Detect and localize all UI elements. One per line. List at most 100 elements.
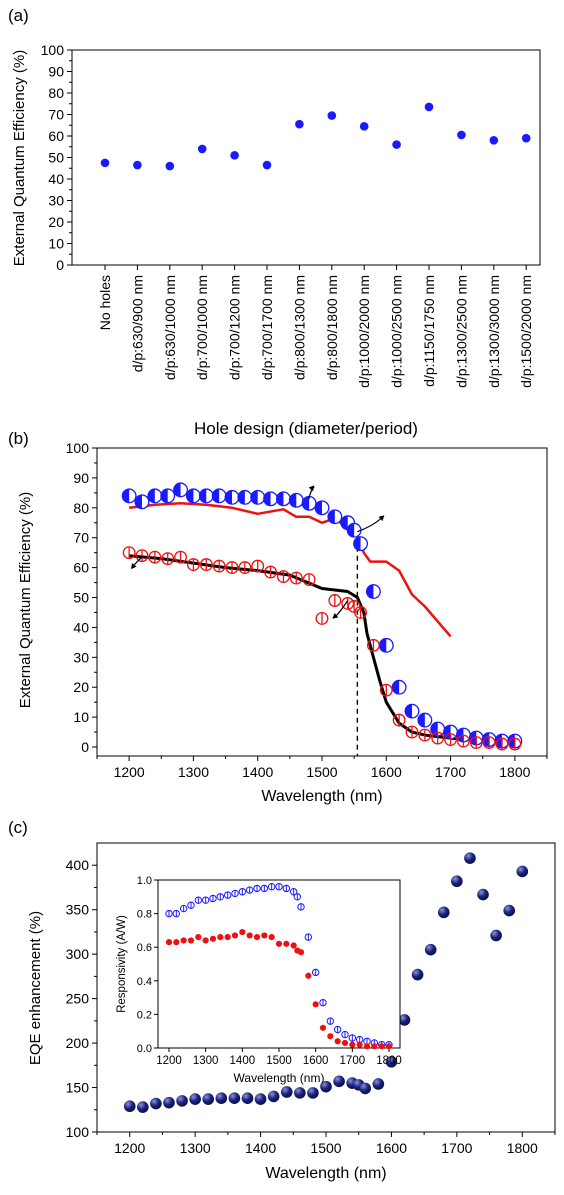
panel-b-marker-blue-fill [276, 492, 284, 506]
panel-a-data-point [457, 130, 466, 140]
inset-marker-blue [245, 886, 254, 894]
panel-b-marker-blue [391, 679, 407, 695]
panel-c-data-point [359, 1082, 372, 1095]
panel-b-marker-red [161, 552, 175, 566]
panel-b-xtick-label: 1400 [242, 764, 273, 780]
panel-b-marker-blue [404, 703, 420, 719]
panel-b-marker-blue-fill [443, 725, 451, 739]
panel-c-data-point [215, 1092, 228, 1105]
panel-c-data-point [516, 865, 529, 878]
panel-c-data-point [320, 1080, 332, 1093]
inset-xtick-label: 1500 [266, 1055, 292, 1067]
inset-marker-red [290, 942, 297, 949]
inset-marker-blue [231, 889, 239, 898]
inset-marker-blue [238, 888, 247, 896]
panel-b-arrow-head [378, 515, 385, 522]
panel-b-marker-blue-fill [353, 536, 361, 551]
panel-b-marker-blue [185, 488, 201, 504]
inset-marker-blue [311, 968, 320, 977]
panel-b-marker-blue [173, 482, 189, 498]
panel-b-marker-blue-fill [379, 638, 387, 653]
panel-a-category-label: d/p:630/1000 nm [162, 275, 178, 380]
panel-b-marker-blue [327, 509, 343, 525]
inset-ylabel: Responsivity (A/W) [116, 915, 128, 1013]
panel-c-data-point [241, 1092, 254, 1105]
panel-c-data-point [254, 1093, 267, 1105]
panel-b-marker-blue-fill [173, 483, 181, 497]
panel-c-data-point [123, 1100, 136, 1113]
inset-marker-red [341, 1039, 349, 1047]
inset-marker-red [224, 934, 231, 941]
panel-b-marker-blue [198, 488, 214, 504]
panel-b-marker-blue [346, 522, 362, 538]
panel-b-marker-blue [314, 500, 330, 516]
inset-xtick-label: 1300 [193, 1055, 219, 1067]
inset-marker-red [305, 972, 312, 979]
panel-a-data-point [521, 133, 531, 143]
inset-marker-blue [172, 909, 181, 918]
panel-b-marker-red [225, 561, 239, 575]
panel-b-arrow-head [308, 485, 315, 492]
panel-b-marker-red [315, 611, 329, 625]
panel-a-category-label: d/p:1000/2000 nm [356, 275, 372, 388]
panel-c-ytick-label: 150 [66, 1080, 90, 1096]
panel-b-arrow-head [131, 563, 137, 570]
panel-b-ytick-label: 90 [73, 470, 89, 486]
panel-a-ytick-label: 20 [48, 214, 64, 230]
panel-a-xlabel: Hole design (diameter/period) [194, 419, 418, 438]
panel-c-ytick-label: 200 [66, 1035, 90, 1051]
inset-marker-blue [326, 1017, 335, 1025]
panel-b-marker-red [186, 558, 200, 572]
panel-a-ytick-label: 100 [41, 42, 65, 58]
inset-marker-red [231, 932, 239, 939]
panel-c-xtick-label: 1200 [114, 1140, 145, 1156]
panel-b-marker-blue [134, 494, 150, 510]
inset-marker-blue [333, 1025, 342, 1034]
inset-marker-blue [341, 1030, 349, 1039]
inset-marker-blue [275, 883, 283, 891]
inset-xtick-label: 1700 [340, 1055, 366, 1067]
panel-b-marker-red [238, 561, 252, 575]
inset-marker-red [319, 1024, 327, 1031]
panel-a-ytick-label: 40 [48, 171, 64, 187]
panel-b-marker-red [328, 594, 342, 607]
panel-b-xlabel: Wavelength (nm) [261, 788, 382, 805]
panel-a-category-label: d/p:1150/1750 nm [421, 275, 437, 387]
inset-marker-blue [348, 1034, 357, 1042]
panel-c-data-point [333, 1075, 345, 1088]
panel-b-marker-red [276, 570, 290, 584]
panel-b-label: (b) [8, 429, 29, 448]
panel-c-data-point [294, 1087, 306, 1099]
panel-b-marker-blue-fill [347, 523, 355, 538]
panel-c-data-point [228, 1092, 241, 1105]
panel-c-xtick-label: 1300 [180, 1140, 211, 1156]
panel-b-ylabel: External Quantum Efficiency (%) [17, 492, 34, 708]
inset-marker-blue [201, 896, 210, 904]
inset-marker-red [356, 1041, 363, 1048]
panel-a-data-point [197, 144, 207, 154]
panel-c-xtick-label: 1800 [507, 1140, 538, 1156]
panel-a-ytick-label: 50 [48, 150, 64, 166]
panel-b-marker-blue-fill [289, 493, 297, 508]
panel-b-marker-blue-fill [366, 584, 374, 599]
panel-b-marker-blue [147, 488, 163, 504]
inset-marker-red [268, 934, 275, 941]
panel-a-ytick-label: 0 [56, 257, 64, 273]
inset-marker-red [202, 937, 209, 944]
panel-a-data-point [424, 102, 434, 112]
panel-b-marker-blue-fill [495, 734, 502, 748]
panel-a-category-label: d/p:1500/2000 nm [518, 275, 534, 388]
panel-a-label: (a) [8, 6, 29, 25]
panel-a-data-point [133, 160, 142, 170]
panel-b-marker-blue [263, 491, 279, 507]
panel-b-series-line [128, 502, 452, 638]
panel-c-ytick-label: 350 [66, 902, 90, 918]
panel-a-ytick-label: 60 [48, 128, 64, 144]
panel-c-xtick-label: 1500 [310, 1140, 341, 1156]
panel-b-marker-blue [121, 488, 137, 504]
panel-b-ytick-label: 30 [73, 649, 89, 665]
panel-c-xtick-label: 1600 [376, 1140, 407, 1156]
panel-c-data-point [385, 1055, 398, 1068]
inset-marker-blue [293, 893, 302, 901]
panel-c-data-point [150, 1097, 162, 1110]
